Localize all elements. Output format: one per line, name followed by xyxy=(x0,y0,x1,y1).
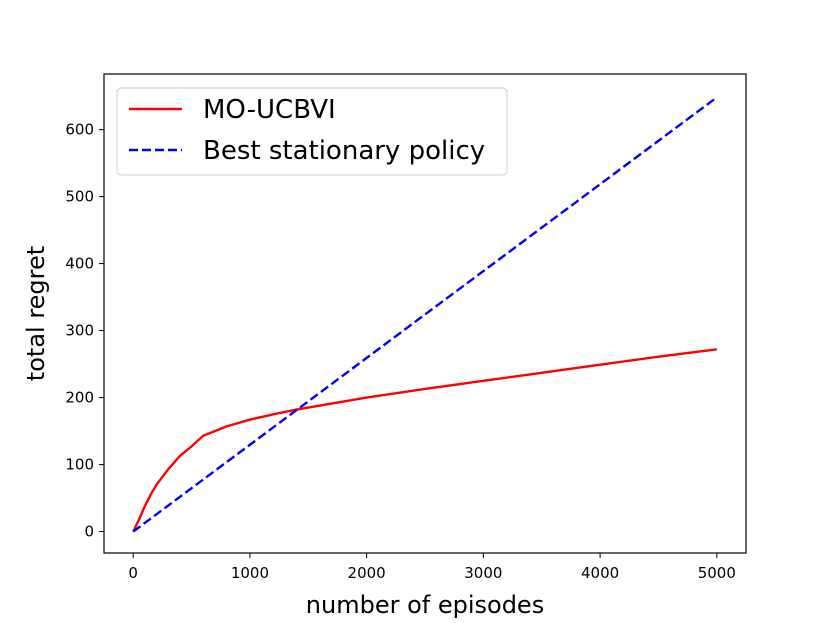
x-axis-label: number of episodes xyxy=(306,591,544,619)
y-tick-label: 100 xyxy=(65,456,94,474)
plot-lines xyxy=(132,96,718,533)
y-axis-ticks: 0 100 200 300 400 500 600 xyxy=(65,121,104,541)
y-tick-label: 600 xyxy=(65,121,94,139)
x-tick-label: 3000 xyxy=(464,564,502,582)
legend-box xyxy=(116,87,508,176)
legend-label-1: MO-UCBVI xyxy=(203,95,336,125)
x-tick-label: 0 xyxy=(128,564,138,582)
x-tick-label: 1000 xyxy=(231,564,269,582)
plot-frame xyxy=(103,73,747,554)
y-axis-label: total regret xyxy=(22,246,50,381)
x-tick-label: 5000 xyxy=(698,564,736,582)
x-tick-label: 2000 xyxy=(348,564,386,582)
y-tick-label: 0 xyxy=(84,523,94,541)
y-tick-label: 500 xyxy=(65,188,94,206)
series-line-2 xyxy=(132,96,718,533)
legend-label-2: Best stationary policy xyxy=(203,136,485,166)
y-tick-label: 400 xyxy=(65,255,94,273)
series-line-1 xyxy=(132,348,717,533)
x-axis-ticks: 0 1000 2000 3000 4000 5000 xyxy=(128,553,736,582)
x-tick-label: 4000 xyxy=(581,564,619,582)
y-tick-label: 300 xyxy=(65,322,94,340)
y-tick-label: 200 xyxy=(65,389,94,407)
legend: MO-UCBVI Best stationary policy xyxy=(116,87,508,176)
